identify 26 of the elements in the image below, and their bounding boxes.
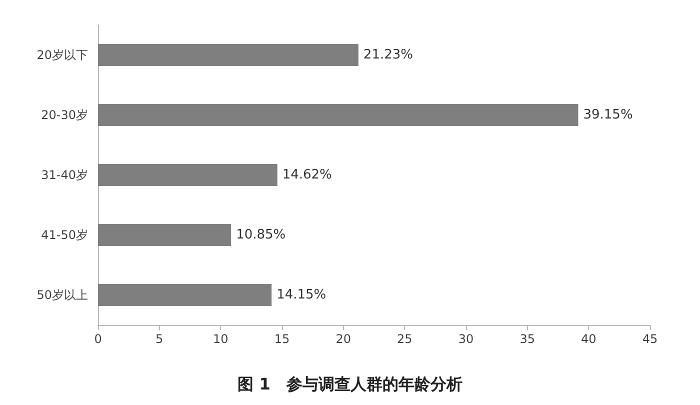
x-tick-label: 5 <box>156 332 164 346</box>
bar <box>98 224 232 246</box>
x-tick-label: 10 <box>213 332 228 346</box>
data-label: 21.23% <box>363 48 413 62</box>
x-tick-label: 40 <box>581 332 596 346</box>
x-tick-label: 35 <box>520 332 535 346</box>
bar <box>98 164 278 186</box>
y-tick-label: 20岁以下 <box>36 48 88 62</box>
x-tick-label: 15 <box>274 332 290 346</box>
x-tick-label: 45 <box>642 332 658 346</box>
y-tick-label: 41-50岁 <box>41 228 88 242</box>
x-tick-label: 30 <box>458 332 474 346</box>
data-label: 39.15% <box>583 108 633 122</box>
y-tick-label: 31-40岁 <box>41 168 88 182</box>
bar <box>98 104 578 126</box>
x-tick-label: 20 <box>336 332 351 346</box>
bar <box>98 284 272 306</box>
x-tick-label: 0 <box>94 332 102 346</box>
x-tick-label: 25 <box>397 332 412 346</box>
bar <box>98 44 358 66</box>
y-tick-label: 50岁以上 <box>36 288 88 302</box>
data-label: 10.85% <box>236 228 286 242</box>
data-label: 14.15% <box>276 288 326 302</box>
y-tick-label: 20-30岁 <box>41 108 88 122</box>
data-label: 14.62% <box>282 168 332 182</box>
text: 图 1 参与调查人群的年龄分析 <box>238 374 462 394</box>
